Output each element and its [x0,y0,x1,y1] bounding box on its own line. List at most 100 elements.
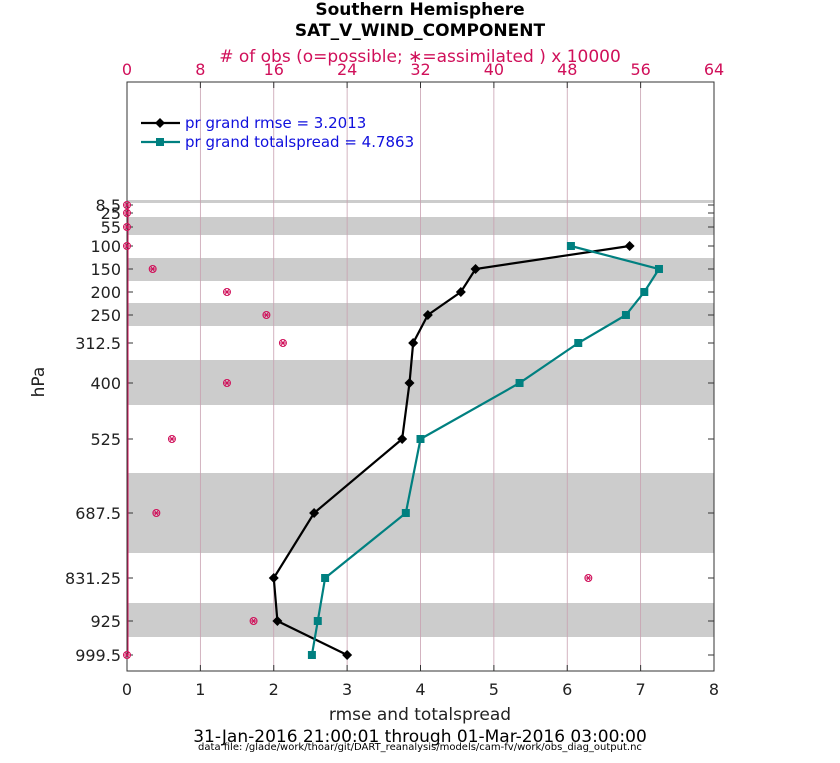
obs-possible-marker [123,651,131,659]
series-totalspread [307,242,663,659]
x-tick-label: 8 [709,680,719,699]
obs-count-marker [167,435,176,443]
top-tick-label: 32 [410,60,430,79]
obs-count-markers [123,201,593,659]
obs-count-marker [123,201,131,209]
series-lines [268,241,663,660]
y-tick-label: 100 [90,237,121,256]
obs-assimilated-marker [263,312,270,318]
y-tick-label: 312.5 [75,334,121,353]
obs-possible-marker [123,201,131,209]
x-tick-label: 3 [342,680,352,699]
obs-assimilated-marker [123,202,131,208]
obs-assimilated-marker [123,652,131,658]
data-point [342,650,353,660]
data-point [309,508,320,518]
obs-assimilated-marker [149,266,156,272]
obs-count-marker [584,574,593,582]
obs-assimilated-marker [123,210,131,216]
data-point [272,616,283,626]
top-tick-label: 24 [337,60,357,79]
legend-label: pr grand totalspread = 4.7863 [185,133,414,151]
y-tick-label: 999.5 [75,646,121,665]
data-point [566,242,575,250]
y-tick-label: 687.5 [75,504,121,523]
x-tick-label: 1 [195,680,205,699]
x-tick-label: 6 [562,680,572,699]
obs-count-marker [222,288,231,296]
obs-assimilated-marker [123,224,131,230]
chart-title: Southern Hemisphere [315,0,524,20]
y-axis-label: hPa [29,367,49,398]
obs-assimilated-marker [250,618,257,624]
asterisk-stroke [264,312,269,318]
data-point [397,434,408,444]
obs-possible-marker [148,265,157,273]
x-tick-label: 5 [489,680,499,699]
x-axis-label: rmse and totalspread [329,705,511,725]
top-tick-label: 40 [484,60,504,79]
x-tick-label: 4 [415,680,425,699]
top-tick-label: 16 [264,60,284,79]
obs-assimilated-marker [223,289,231,295]
asterisk-stroke [124,243,130,249]
obs-possible-marker [249,617,258,625]
obs-possible-marker [123,223,131,231]
legend-item-rmse: pr grand rmse = 3.2013 [141,114,366,132]
obs-possible-marker [167,435,176,443]
asterisk-stroke [124,224,130,230]
data-point [455,287,466,297]
y-tick-label: 925 [90,612,121,631]
obs-count-marker [123,223,131,231]
top-tick-label: 48 [557,60,577,79]
asterisk-stroke [251,618,256,624]
asterisk-stroke [124,202,130,208]
obs-count-marker [123,651,131,659]
asterisk-stroke [154,510,159,516]
y-tick-label: 525 [90,430,121,449]
data-point [621,311,630,319]
y-tick-label: 150 [90,260,121,279]
data-point [416,435,425,443]
data-point [313,617,322,625]
obs-count-marker [249,617,258,625]
x-tick-label: 0 [122,680,132,699]
data-point [268,573,279,583]
data-point [422,310,433,320]
series-rmse [268,241,635,660]
obs-possible-marker [262,311,271,319]
y-tick-label: 200 [90,283,121,302]
asterisk-stroke [124,210,130,216]
legend-marker [155,118,165,128]
y-tick-label: 8.5 [96,196,121,215]
asterisk-stroke [150,266,156,272]
top-tick-label: 64 [704,60,724,79]
grid-lines [199,82,642,671]
data-file-footer: data file: /glade/work/thoar/git/DART_re… [198,742,642,753]
obs-possible-marker [222,288,231,296]
y-tick-label: 831.25 [65,569,121,588]
data-point [401,509,410,517]
obs-count-marker [262,311,271,319]
y-tick-label: 250 [90,306,121,325]
y-tick-label: 400 [90,374,121,393]
date-range: 31-Jan-2016 21:00:01 through 01-Mar-2016… [193,727,647,747]
data-point [470,264,481,274]
data-point [515,379,524,387]
asterisk-stroke [586,575,591,581]
data-point [640,288,649,296]
obs-possible-marker [123,242,131,250]
obs-count-marker [222,379,231,387]
top-tick-label: 8 [195,60,205,79]
obs-count-marker [148,265,157,273]
obs-count-marker [123,209,131,217]
obs-possible-marker [123,209,131,217]
obs-assimilated-marker [153,510,160,516]
asterisk-stroke [280,340,286,346]
legend-item-totalspread: pr grand totalspread = 4.7863 [141,133,414,151]
data-point [574,339,583,347]
data-point [307,651,316,659]
asterisk-stroke [224,380,230,386]
